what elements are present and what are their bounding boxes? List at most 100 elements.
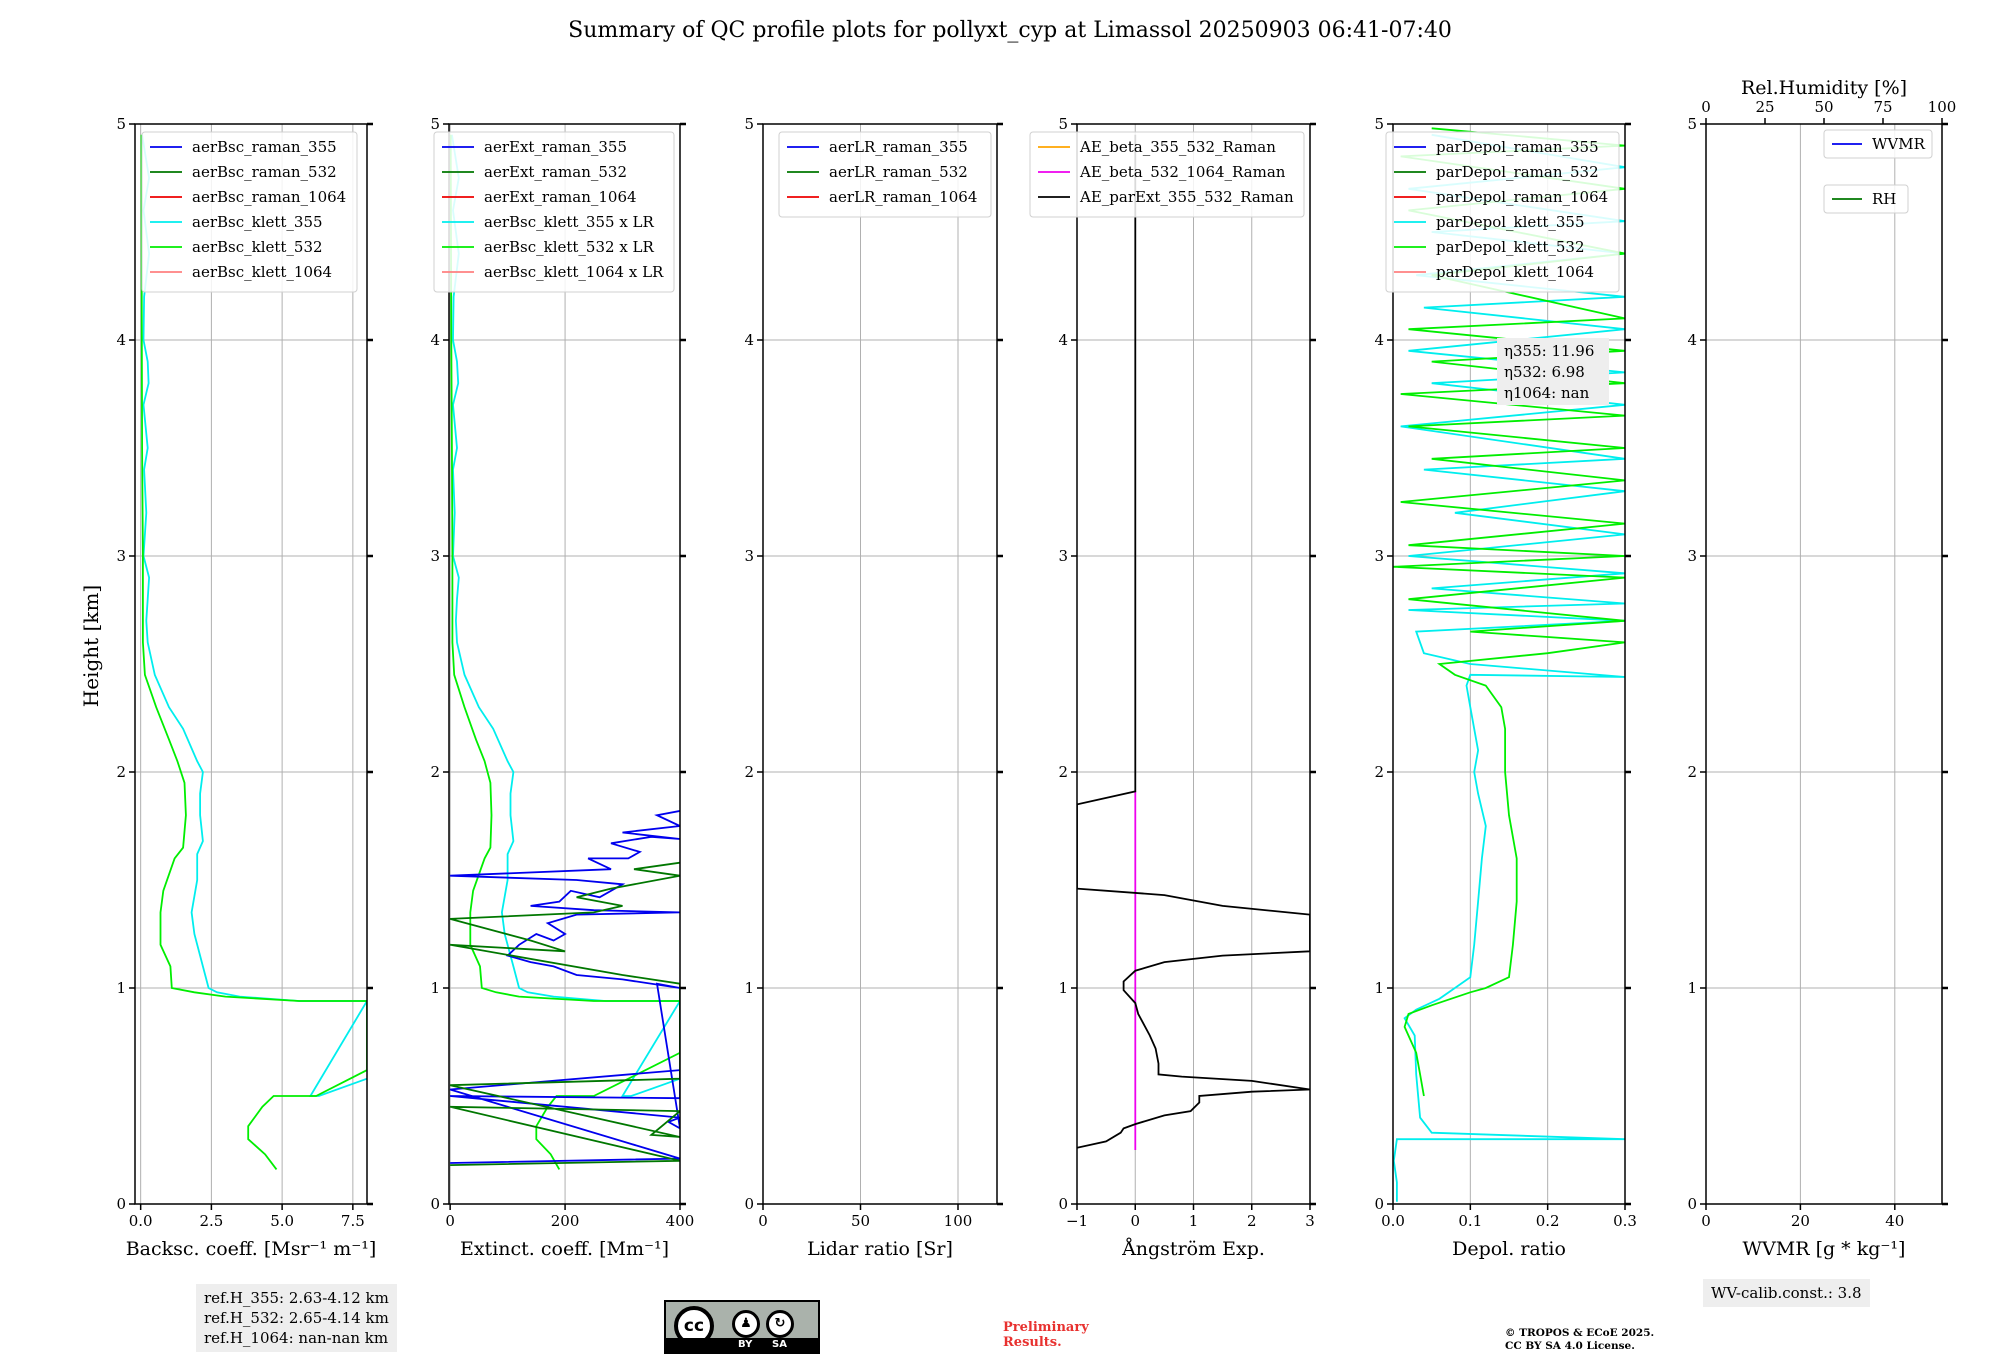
- x-axis-label: Lidar ratio [Sr]: [807, 1238, 953, 1260]
- y-tick-label: 2: [1687, 763, 1697, 781]
- cc-by-sa-badge: cc ♟ ↻ BY SA: [664, 1300, 820, 1354]
- legend-label: aerBsc_klett_532: [192, 238, 323, 256]
- series-raman-532: [449, 861, 680, 1166]
- y-tick-label: 4: [1058, 331, 1068, 349]
- y-tick-label: 5: [1687, 115, 1697, 133]
- legend-label: aerBsc_klett_1064 x LR: [484, 263, 664, 281]
- eta-annotation: η1064: nan: [1504, 384, 1590, 402]
- x-axis-label: Depol. ratio: [1452, 1238, 1566, 1260]
- legend-label: aerBsc_klett_355: [192, 213, 323, 231]
- top-x-tick-label: 100: [1928, 98, 1957, 116]
- y-tick-label: 4: [430, 331, 440, 349]
- series-klett-532: [1393, 127, 1625, 1097]
- legend-label: AE_parExt_355_532_Raman: [1079, 188, 1294, 206]
- top-x-tick-label: 0: [1701, 98, 1711, 116]
- top-x-axis-label: Rel.Humidity [%]: [1741, 77, 1907, 99]
- legend-label: aerLR_raman_355: [829, 138, 968, 156]
- panel-backscatter: 0 1 2 3 4 5 0.0 2.5 5.0 7.5 Backsc. coeff. [Msr⁻¹ …: [116, 115, 376, 1260]
- legend-label: parDepol_klett_1064: [1436, 263, 1594, 281]
- panel-depolarization: 0 1 2 3 4 5 0.0 0.1 0.2 0.3 Depol. ratio parDepol_r…: [1374, 115, 1636, 1260]
- y-tick-label: 2: [1058, 763, 1068, 781]
- legend-label: aerBsc_klett_532 x LR: [484, 238, 655, 256]
- cc-sa-label: SA: [772, 1339, 787, 1350]
- legend-box: [778, 131, 992, 218]
- y-tick-label: 3: [1374, 547, 1384, 565]
- x-tick-label: 0: [1701, 1212, 1711, 1230]
- copyright-note: © TROPOS & ECoE 2025. CC BY SA 4.0 Licen…: [1505, 1327, 1654, 1353]
- x-axis-label: Backsc. coeff. [Msr⁻¹ m⁻¹]: [126, 1238, 377, 1260]
- y-tick-label: 4: [116, 331, 126, 349]
- x-tick-label: 0: [1130, 1212, 1140, 1230]
- y-tick-label: 0: [1687, 1195, 1697, 1213]
- attribution-person-icon: ♟: [732, 1310, 760, 1338]
- figure-title: Summary of QC profile plots for pollyxt_…: [568, 18, 1452, 43]
- x-tick-label: 0.3: [1613, 1212, 1637, 1230]
- y-tick-label: 5: [1374, 115, 1384, 133]
- legend: AE_beta_355_532_Raman AE_beta_532_1064_Ra…: [1029, 131, 1305, 218]
- legend-label: parDepol_raman_532: [1436, 163, 1599, 181]
- series-raman-355: [449, 810, 680, 1164]
- x-tick-label: 2: [1247, 1212, 1257, 1230]
- eta-annotation: η532: 6.98: [1504, 363, 1585, 381]
- y-tick-label: 3: [116, 547, 126, 565]
- y-tick-label: 4: [744, 331, 754, 349]
- y-tick-label: 1: [1687, 979, 1697, 997]
- y-tick-label: 1: [430, 979, 440, 997]
- legend-box: [1823, 184, 1909, 214]
- y-tick-label: 1: [116, 979, 126, 997]
- x-tick-label: 5.0: [270, 1212, 294, 1230]
- cc-by-label: BY: [738, 1339, 753, 1350]
- legend-label: parDepol_raman_1064: [1436, 188, 1608, 206]
- x-tick-label: 50: [851, 1212, 870, 1230]
- y-tick-label: 0: [1058, 1195, 1068, 1213]
- y-tick-label: 1: [744, 979, 754, 997]
- x-tick-label: 0.2: [1536, 1212, 1560, 1230]
- legend-label: aerLR_raman_532: [829, 163, 968, 181]
- legend-label: aerBsc_klett_1064: [192, 263, 332, 281]
- legend: parDepol_raman_355 parDepol_raman_532 parD…: [1385, 131, 1620, 293]
- y-tick-label: 4: [1687, 331, 1697, 349]
- panel-extinction: 0 1 2 3 4 5 0 200 400 Extinct. coeff. [Mm⁻¹] aerEx…: [430, 115, 694, 1260]
- y-tick-label: 2: [430, 763, 440, 781]
- refh-355: ref.H_355: 2.63-4.12 km: [204, 1289, 389, 1307]
- y-tick-label: 1: [1374, 979, 1384, 997]
- refh-532: ref.H_532: 2.65-4.14 km: [204, 1309, 389, 1327]
- y-axis-label: Height [km]: [79, 585, 103, 707]
- legend-label: RH: [1872, 190, 1896, 208]
- x-axis-label: Ångström Exp.: [1121, 1238, 1265, 1260]
- legend-label: parDepol_raman_355: [1436, 138, 1599, 156]
- refh-1064: ref.H_1064: nan-nan km: [204, 1329, 389, 1347]
- legend: aerExt_raman_355 aerExt_raman_532 aerExt_r…: [433, 131, 675, 293]
- y-tick-label: 3: [744, 547, 754, 565]
- top-x-tick-label: 75: [1873, 98, 1892, 116]
- share-alike-icon: ↻: [766, 1310, 794, 1338]
- wv-calib-constant: WV-calib.const.: 3.8: [1711, 1284, 1862, 1302]
- legend: aerBsc_raman_355 aerBsc_raman_532 aerBsc_r…: [141, 131, 358, 293]
- top-x-tick-label: 25: [1755, 98, 1774, 116]
- legend-label: aerBsc_klett_355 x LR: [484, 213, 655, 231]
- y-tick-label: 5: [744, 115, 754, 133]
- series-klett-355: [141, 134, 367, 1097]
- y-tick-label: 0: [744, 1195, 754, 1213]
- y-tick-label: 4: [1374, 331, 1384, 349]
- legend-label: aerBsc_raman_355: [192, 138, 337, 156]
- plot-frame: [762, 123, 998, 1205]
- legend-label: WVMR: [1872, 135, 1926, 153]
- y-tick-label: 2: [116, 763, 126, 781]
- x-tick-label: 20: [1791, 1212, 1810, 1230]
- eta-annotation: η355: 11.96: [1504, 342, 1594, 360]
- reference-height-box: ref.H_355: 2.63-4.12 km ref.H_532: 2.65-…: [196, 1284, 397, 1352]
- x-tick-label: 200: [551, 1212, 580, 1230]
- plot-frame: [1392, 123, 1626, 1205]
- legend-box: [1823, 129, 1933, 159]
- legend-box: [141, 131, 358, 293]
- preliminary-results-note: Preliminary Results.: [1003, 1320, 1089, 1350]
- copyright-line-1: © TROPOS & ECoE 2025.: [1505, 1327, 1655, 1339]
- x-tick-label: 3: [1305, 1212, 1315, 1230]
- y-tick-label: 5: [1058, 115, 1068, 133]
- y-tick-label: 0: [430, 1195, 440, 1213]
- y-tick-label: 5: [430, 115, 440, 133]
- wv-calibration-box: WV-calib.const.: 3.8: [1703, 1279, 1870, 1307]
